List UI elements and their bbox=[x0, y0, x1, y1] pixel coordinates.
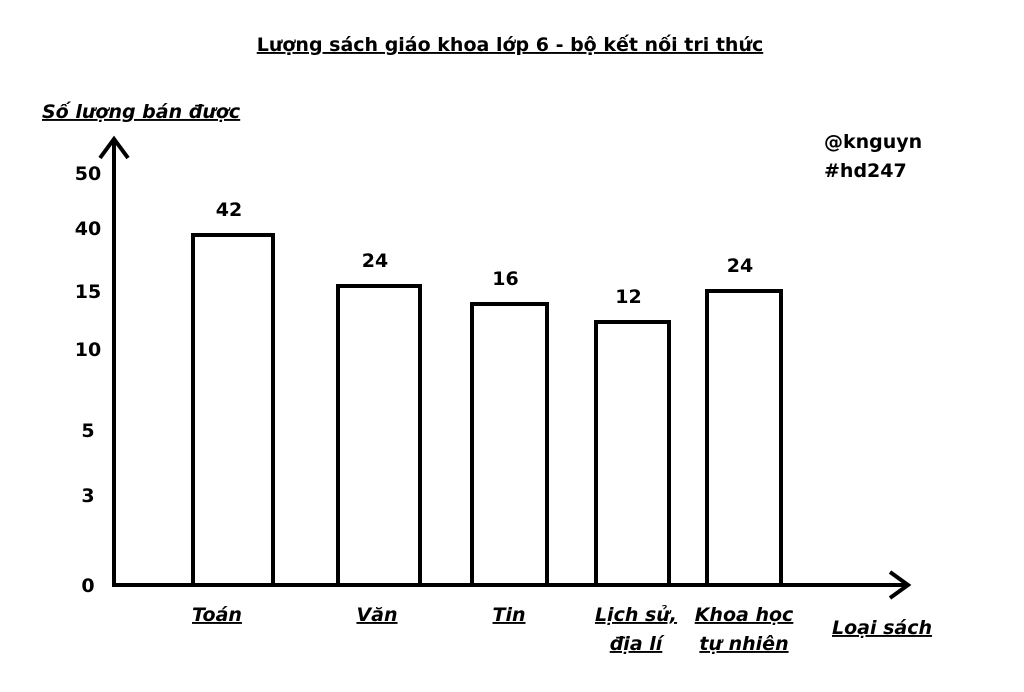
category-label: Khoa học bbox=[695, 604, 794, 626]
bar bbox=[191, 233, 275, 587]
bar bbox=[705, 289, 783, 587]
bar bbox=[336, 284, 422, 587]
bar bbox=[470, 302, 549, 587]
watermark-hashtag: #hd247 bbox=[824, 160, 907, 182]
chart-title: Lượng sách giáo khoa lớp 6 - bộ kết nối … bbox=[257, 33, 764, 56]
y-axis-title: Số lượng bán được bbox=[42, 100, 241, 123]
category-label: tự nhiên bbox=[699, 633, 788, 655]
bars: 42 24 16 12 24 bbox=[191, 199, 783, 587]
category-label: địa lí bbox=[610, 633, 665, 655]
x-axis-arrow-icon bbox=[888, 570, 912, 600]
watermark-handle: @knguyn bbox=[824, 131, 922, 153]
bar-value-label: 24 bbox=[727, 255, 753, 277]
y-tick-labels: 0 3 5 10 15 40 50 bbox=[75, 163, 101, 597]
category-label: Tin bbox=[493, 604, 526, 626]
y-tick-label: 50 bbox=[75, 163, 101, 185]
bar-value-label: 16 bbox=[492, 268, 518, 290]
x-axis-title: Loại sách bbox=[832, 617, 932, 639]
category-label: Văn bbox=[356, 604, 397, 626]
bar-value-label: 12 bbox=[615, 286, 641, 308]
y-tick-label: 15 bbox=[75, 281, 101, 303]
category-label: Lịch sử, bbox=[595, 604, 677, 626]
y-tick-label: 40 bbox=[75, 218, 101, 240]
category-labels: Toán Văn Tin Lịch sử, địa lí Khoa học tự nhiên bbox=[192, 604, 794, 655]
y-tick-label: 3 bbox=[81, 485, 94, 507]
y-axis-arrow-icon bbox=[98, 135, 130, 160]
y-tick-label: 5 bbox=[81, 420, 94, 442]
bar bbox=[594, 320, 671, 587]
bar-value-label: 24 bbox=[362, 250, 388, 272]
y-tick-label: 10 bbox=[75, 339, 101, 361]
y-tick-label: 0 bbox=[81, 575, 94, 597]
bar-value-label: 42 bbox=[216, 199, 242, 221]
category-label: Toán bbox=[192, 604, 242, 626]
